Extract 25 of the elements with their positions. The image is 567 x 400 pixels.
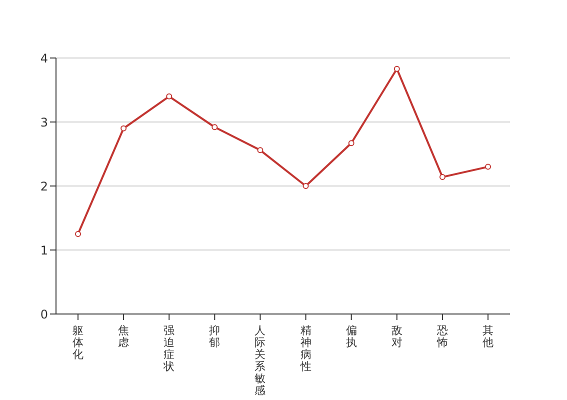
x-tick-label: 强迫症状 [162,324,175,373]
x-tick-label: 敌对 [391,324,402,349]
y-tick-label: 0 [40,307,48,322]
point [439,174,446,180]
x-tick-label: 精神病性 [299,324,312,373]
point [348,140,354,146]
y-tick-label: 4 [40,51,48,66]
point [394,66,400,72]
point [485,164,491,170]
point [120,125,127,132]
x-tick-label: 抑郁 [209,324,220,349]
y-tick-label: 3 [40,115,48,130]
x-tick-label: 焦虑 [118,324,130,349]
point [212,124,218,130]
x-tick-label: 躯体化 [72,324,84,361]
point [166,93,172,100]
point [257,147,264,154]
y-tick-label: 2 [40,179,48,194]
x-tick-label: 其他 [482,324,494,349]
x-tick-label: 偏执 [346,324,357,349]
point [75,231,81,237]
x-tick-label: 人际关系敏感 [254,324,266,397]
x-tick-label: 恐怖 [436,324,448,349]
y-tick-label: 1 [40,243,48,258]
point [302,183,309,189]
